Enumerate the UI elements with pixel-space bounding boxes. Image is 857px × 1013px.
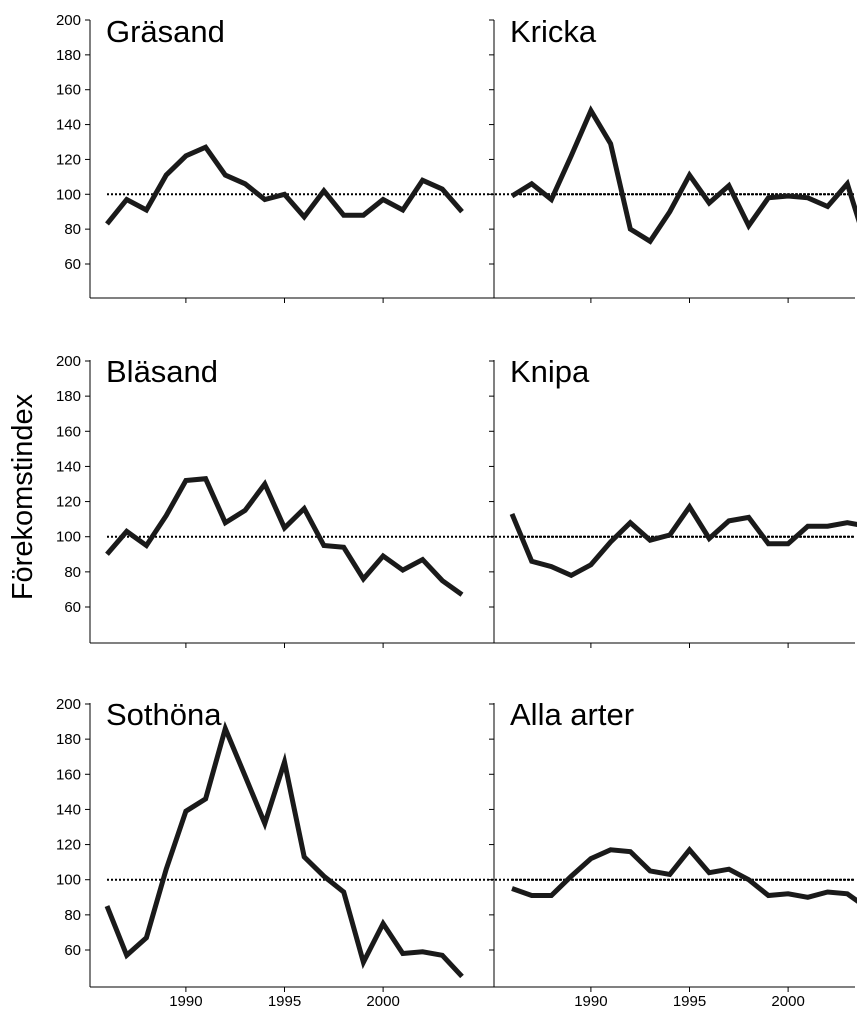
panel-4: 60 80 100 120 140 160 180 200 1990 1995 2000 Sothön… (56, 696, 855, 1010)
y-tick-label: 140 (56, 801, 81, 818)
x-tick-label: 1990 (169, 993, 202, 1010)
panel-title: Sothöna (106, 697, 222, 732)
panel-5: 1990 1995 2000 Alla arter (489, 697, 857, 1010)
y-tick-label: 180 (56, 388, 81, 405)
y-tick-label: 160 (56, 423, 81, 440)
x-tick-label: 1995 (268, 993, 301, 1010)
panel-title: Kricka (510, 14, 597, 49)
y-tick-label: 100 (56, 529, 81, 546)
y-tick-label: 120 (56, 837, 81, 854)
x-tick-label: 1990 (574, 993, 607, 1010)
series-line (509, 502, 857, 579)
y-tick-label: 60 (64, 256, 81, 273)
y-tick-label: 100 (56, 186, 81, 203)
y-tick-label: 80 (64, 221, 81, 238)
y-tick-label: 200 (56, 353, 81, 370)
x-tick-label: 2000 (366, 993, 399, 1010)
x-tick-label: 1995 (673, 993, 706, 1010)
series-line (105, 476, 464, 597)
panel-3: Knipa (489, 354, 857, 648)
panel-title: Bläsand (106, 354, 218, 389)
y-tick-label: 100 (56, 872, 81, 889)
series-line (510, 105, 857, 245)
y-tick-label: 200 (56, 12, 81, 29)
panel-0: 60 80 100 120 140 160 180 200 Gräsand (56, 12, 855, 303)
panel-title: Gräsand (106, 14, 225, 49)
y-tick-label: 80 (64, 907, 81, 924)
x-tick-label: 2000 (771, 993, 804, 1010)
y-tick-label: 160 (56, 82, 81, 99)
y-tick-label: 60 (64, 942, 81, 959)
y-tick-label: 200 (56, 696, 81, 713)
series-line (104, 720, 464, 979)
panel-title: Knipa (510, 354, 590, 389)
y-tick-label: 120 (56, 494, 81, 511)
panel-1: Kricka (489, 14, 857, 303)
y-axis-title: Förekomstindex (7, 393, 39, 600)
panel-2: 60 80 100 120 140 160 180 200 Bläsand (56, 353, 855, 648)
panel-title: Alla arter (510, 697, 634, 732)
y-tick-label: 180 (56, 47, 81, 64)
y-tick-label: 60 (64, 599, 81, 616)
y-tick-label: 80 (64, 564, 81, 581)
y-tick-label: 160 (56, 766, 81, 783)
y-tick-label: 120 (56, 151, 81, 168)
series-line (511, 845, 857, 904)
y-tick-label: 180 (56, 731, 81, 748)
y-tick-label: 140 (56, 117, 81, 134)
series-line (105, 144, 464, 226)
y-tick-label: 140 (56, 458, 81, 475)
